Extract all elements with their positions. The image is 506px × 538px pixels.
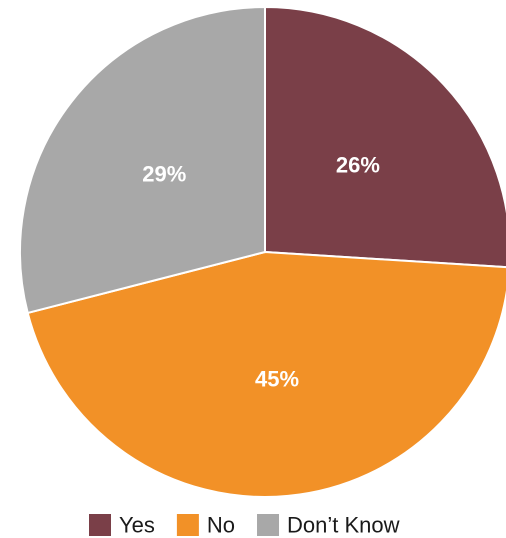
chart-legend: Yes No Don’t Know [89, 513, 400, 538]
pie-slices [19, 6, 506, 498]
legend-label-yes: Yes [119, 513, 155, 538]
legend-swatch-dont-know [257, 514, 280, 536]
pie-slice-yes [264, 6, 506, 269]
pie-slice-labels: 26% 45% 29% [142, 152, 380, 391]
data-label-dont-know: 29% [142, 161, 186, 186]
legend-label-no: No [207, 513, 235, 538]
data-label-no: 45% [255, 366, 299, 391]
pie-slice-no [26, 251, 506, 498]
pie-slice-dont-know [19, 6, 266, 314]
data-label-yes: 26% [336, 152, 380, 177]
legend-swatch-no [176, 514, 199, 536]
legend-swatch-yes [89, 514, 111, 536]
legend-label-dont-know: Don’t Know [287, 513, 400, 538]
